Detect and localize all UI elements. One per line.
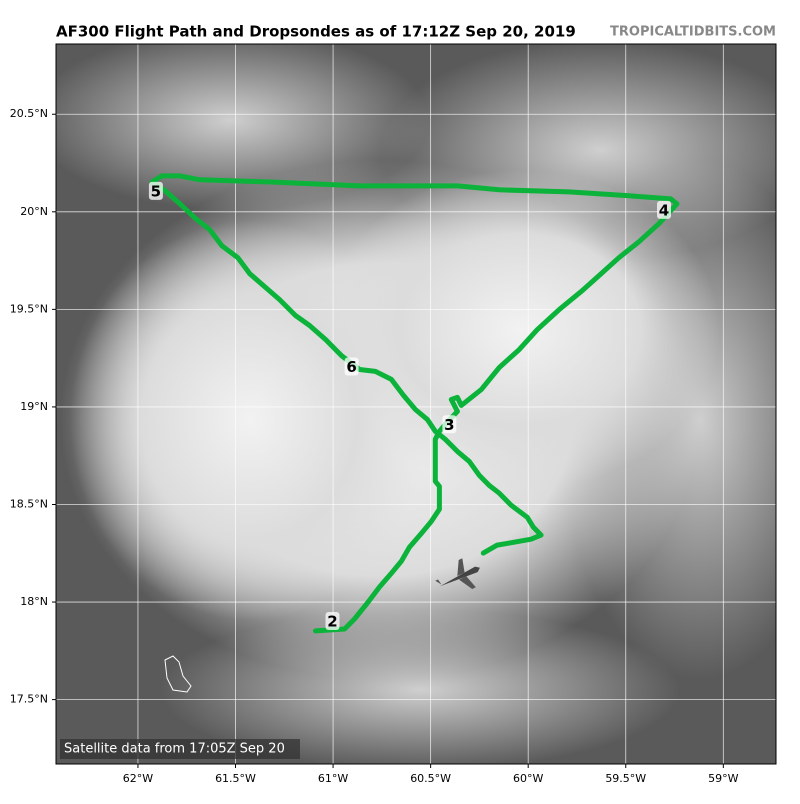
dropsonde-marker xyxy=(325,611,340,630)
y-tick-label: 20°N xyxy=(20,205,48,218)
x-tick-label: 59°W xyxy=(708,772,738,785)
dropsonde-marker xyxy=(657,200,671,219)
dropsonde-label: 6 xyxy=(346,358,356,376)
x-tick-label: 60°W xyxy=(513,772,543,785)
dropsonde-label: 3 xyxy=(444,416,454,434)
y-tick-label: 18.5°N xyxy=(10,497,48,510)
y-tick-label: 19.5°N xyxy=(10,302,48,315)
credit: TROPICALTIDBITS.COM xyxy=(610,25,776,40)
flight-path xyxy=(149,173,680,634)
dropsonde-label: 5 xyxy=(151,182,161,200)
dropsonde-label: 4 xyxy=(659,201,669,219)
chart-title: AF300 Flight Path and Dropsondes as of 1… xyxy=(56,23,576,41)
aircraft-icon xyxy=(435,558,480,589)
x-tick-label: 61.5°W xyxy=(215,772,256,785)
plot-frame xyxy=(55,43,777,765)
dropsonde-marker xyxy=(344,357,359,376)
dropsonde-marker xyxy=(148,181,163,200)
y-tick-label: 20.5°N xyxy=(10,107,48,120)
footnote: Satellite data from 17:05Z Sep 20 xyxy=(64,742,285,757)
x-tick-label: 60.5°W xyxy=(410,772,451,785)
y-tick-label: 18°N xyxy=(20,595,48,608)
footnote-box xyxy=(60,739,300,759)
x-tick-label: 62°W xyxy=(123,772,153,785)
dropsonde-label: 2 xyxy=(327,612,337,630)
dropsonde-marker xyxy=(442,415,457,434)
y-tick-label: 17.5°N xyxy=(10,693,48,706)
y-tick-label: 19°N xyxy=(20,400,48,413)
x-tick-label: 61°W xyxy=(318,772,348,785)
x-tick-label: 59.5°W xyxy=(605,772,646,785)
satellite-image xyxy=(56,44,776,764)
